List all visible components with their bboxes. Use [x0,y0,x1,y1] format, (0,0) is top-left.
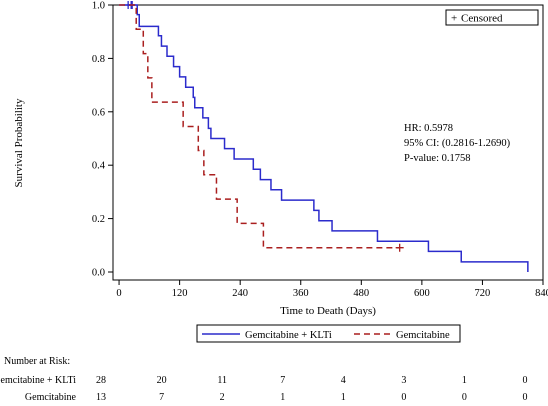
annotation-pvalue: P-value: 0.1758 [404,153,471,164]
series-legend: Gemcitabine + KLTi Gemcitabine [196,324,461,343]
risk-count: 0 [462,392,467,403]
risk-count: 4 [341,375,346,386]
x-tick-label: 360 [293,288,309,299]
risk-count: 7 [280,375,285,386]
risk-count: 3 [401,375,406,386]
risk-row-label: Gemcitabine + KLTi [0,375,76,386]
series-layer [119,1,529,272]
annotation-hr: HR: 0.5978 [404,123,453,134]
risk-count: 11 [217,375,227,386]
risk-count: 2 [220,392,225,403]
risk-count: 1 [462,375,467,386]
x-tick-label: 240 [232,288,248,299]
x-tick-label: 120 [172,288,188,299]
y-tick-label: 0.0 [92,267,105,278]
risk-count: 20 [157,375,167,386]
risk-count: 0 [523,375,528,386]
survival-curve-gemcitabine [119,4,400,249]
annotation-ci: 95% CI: (0.2816-1.2690) [404,138,511,149]
risk-row-label: Gemcitabine [25,392,77,403]
x-tick-label: 600 [414,288,430,299]
risk-table: Gemcitabine + KLTi 28 20 11 7 4 3 1 0Gemcitabine… [0,375,528,403]
y-axis-label: Survival Probability [13,98,25,187]
series-legend-box [196,324,461,343]
legend-label-gemcitabine: Gemcitabine [396,330,450,341]
y-tick-label: 1.0 [92,1,105,12]
x-axis-label: Time to Death (Days) [280,305,376,317]
risk-count: 0 [401,392,406,403]
y-tick-label: 0.6 [92,107,105,118]
risk-count: 7 [159,392,164,403]
y-tick-label: 0.8 [92,54,105,65]
x-tick-label: 840 [535,288,548,299]
plot-frame [112,4,544,281]
risk-count: 1 [280,392,285,403]
x-tick-label: 0 [116,288,121,299]
risk-count: 28 [96,375,106,386]
censor-mark [395,243,404,252]
risk-count: 13 [96,392,106,403]
axis-ticks: 0 120 240 360 480 600 720 840 0.0 0.2 0.4 0.6 0.8 1.0 [92,1,548,300]
legend-label-gemcitabine-klti: Gemcitabine + KLTi [245,330,332,341]
censored-legend-box [445,9,539,26]
survival-curve-gemcitabine-klti [119,4,529,272]
risk-count: 1 [341,392,346,403]
censored-legend-symbol: + [451,13,457,25]
x-tick-label: 480 [353,288,369,299]
risk-table-title: Number at Risk: [4,356,70,367]
x-tick-label: 720 [475,288,491,299]
hazard-ratio-annotation: HR: 0.5978 95% CI: (0.2816-1.2690) P-val… [404,123,511,164]
censored-legend-label: Censored [461,13,503,25]
censored-legend: + Censored [445,9,539,26]
y-tick-label: 0.2 [92,214,105,225]
y-tick-label: 0.4 [92,161,106,172]
risk-count: 0 [523,392,528,403]
